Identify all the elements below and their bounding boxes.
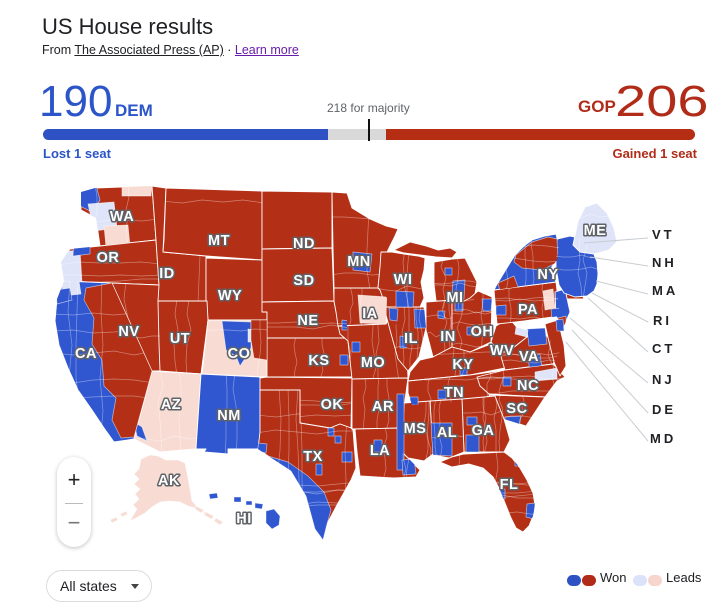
svg-text:WY: WY [218,288,242,304]
svg-text:AR: AR [372,399,394,415]
svg-text:OR: OR [97,250,120,266]
svg-text:ME: ME [584,223,607,239]
svg-text:IN: IN [440,329,456,345]
svg-text:TN: TN [444,385,464,401]
svg-text:WA: WA [110,209,134,225]
svg-text:MI: MI [446,290,463,306]
svg-text:PA: PA [518,302,538,318]
svg-text:AL: AL [437,425,457,441]
svg-text:ID: ID [159,266,175,282]
svg-text:KS: KS [308,353,329,369]
svg-text:AZ: AZ [161,397,181,413]
svg-text:UT: UT [170,331,190,347]
svg-text:OH: OH [471,324,494,340]
svg-text:TX: TX [303,449,323,465]
svg-text:MT: MT [208,233,230,249]
svg-text:KY: KY [452,357,473,373]
svg-text:AK: AK [158,473,180,489]
svg-text:SD: SD [293,273,314,289]
svg-text:MN: MN [347,254,371,270]
svg-text:ND: ND [293,236,315,252]
svg-text:WV: WV [490,343,514,359]
svg-text:MO: MO [361,355,385,371]
svg-text:SC: SC [506,401,527,417]
svg-text:NE: NE [297,313,318,329]
svg-text:WI: WI [394,272,413,288]
svg-text:NC: NC [517,378,539,394]
svg-text:VA: VA [519,349,539,365]
svg-text:FL: FL [500,477,519,493]
svg-text:CO: CO [228,346,251,362]
svg-text:MS: MS [404,421,427,437]
svg-text:NV: NV [118,324,139,340]
svg-text:CA: CA [75,346,97,362]
svg-text:IL: IL [404,331,418,347]
svg-text:NY: NY [537,267,558,283]
svg-text:HI: HI [236,511,252,527]
svg-text:IA: IA [362,306,378,322]
svg-text:LA: LA [370,443,390,459]
svg-text:GA: GA [472,423,495,439]
svg-text:NM: NM [217,408,241,424]
svg-text:OK: OK [321,397,344,413]
